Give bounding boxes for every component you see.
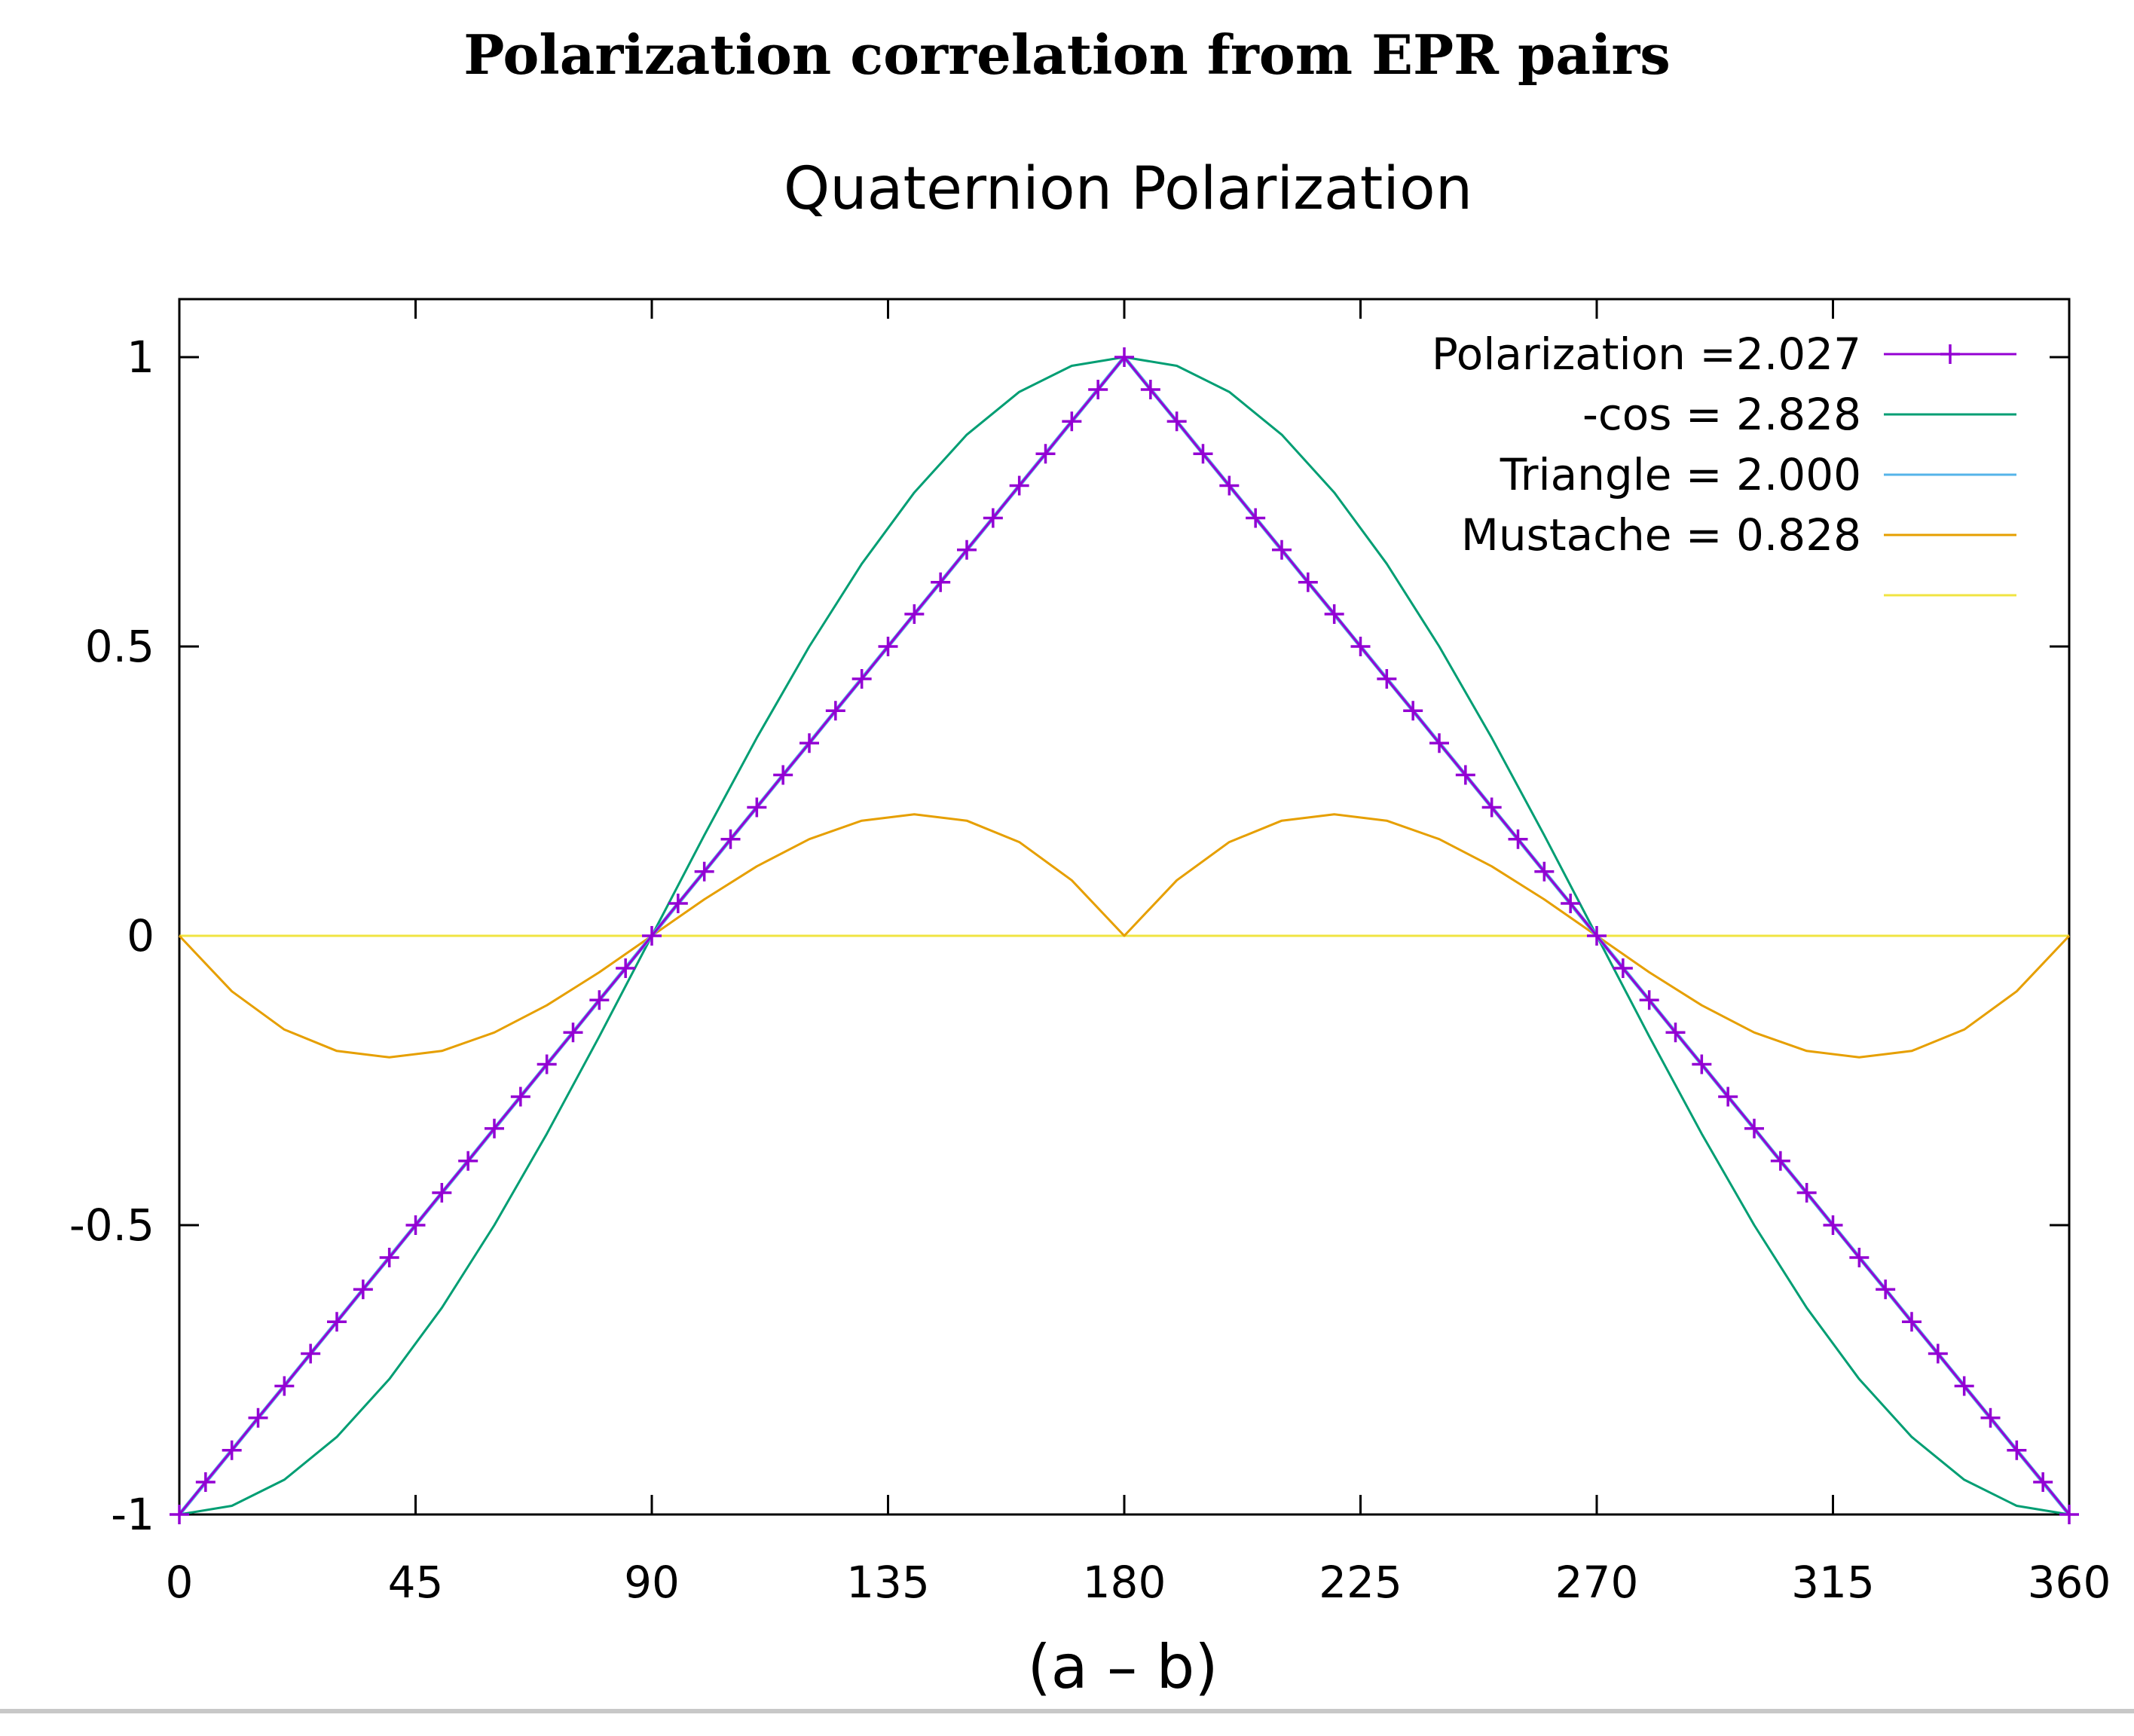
y-tick-label-0: 1: [127, 332, 154, 383]
x-tick-label-360: 360: [2028, 1557, 2111, 1608]
x-tick-label-180: 180: [1083, 1557, 1166, 1608]
x-tick-label-0: 0: [166, 1557, 194, 1608]
x-tick-label-45: 45: [388, 1557, 444, 1608]
legend-label-1: -cos = 2.828: [1582, 389, 1861, 440]
plot-area: 0 45 90 135 180 225 270 315 360 1 0.5 0 -0.5 -1 Polari…: [69, 299, 2111, 1608]
y-tick-label-1: 0.5: [85, 621, 154, 672]
x-tick-label-135: 135: [846, 1557, 930, 1608]
bottom-rule: [0, 1709, 2134, 1713]
chart-title: Quaternion Polarization: [784, 155, 1472, 223]
legend-label-3: Mustache = 0.828: [1461, 509, 1861, 561]
bottom-rule-bar: [0, 1709, 2134, 1713]
legend-marker-0: [1940, 344, 1960, 364]
x-tick-label-315: 315: [1791, 1557, 1875, 1608]
x-tick-label-90: 90: [624, 1557, 680, 1608]
x-tick-label-225: 225: [1319, 1557, 1402, 1608]
figure-caption-title: Polarization correlation from EPR pairs: [463, 23, 1671, 87]
y-tick-label-4: -1: [111, 1489, 154, 1540]
y-tick-label-2: 0: [127, 910, 154, 961]
x-axis-label: (a – b): [1027, 1632, 1218, 1702]
figure-canvas: Polarization correlation from EPR pairs …: [0, 0, 2134, 1736]
legend-label-0: Polarization =2.027: [1432, 329, 1861, 380]
legend-label-2: Triangle = 2.000: [1500, 449, 1861, 500]
y-tick-label-3: -0.5: [69, 1200, 154, 1251]
x-tick-label-270: 270: [1555, 1557, 1639, 1608]
